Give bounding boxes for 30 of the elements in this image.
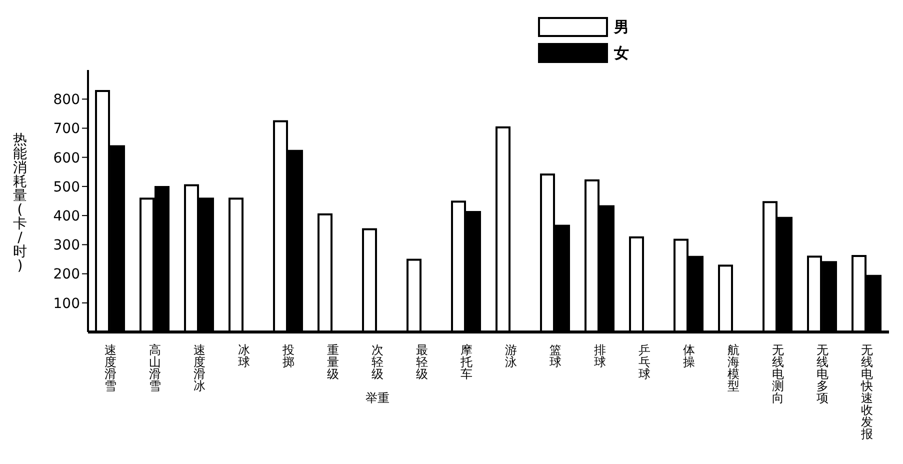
x-tick-label: 体操 — [682, 343, 695, 369]
x-tick-label: 游泳 — [504, 343, 517, 369]
x-tick-label: 排球 — [594, 343, 606, 369]
y-tick-label: 300 — [53, 238, 80, 254]
x-tick-label: 次轻级 — [371, 343, 384, 381]
x-tick-label: 速度滑雪 — [104, 343, 116, 393]
x-tick-label: 无线电多项 — [816, 343, 828, 405]
x-tick-label: 摩托车 — [459, 343, 472, 381]
text: 举重 — [365, 391, 390, 405]
x-tick-label: 航海模型 — [727, 343, 740, 393]
x-tick-label: 重量级 — [326, 343, 339, 381]
x-tick-label: 高山滑雪 — [148, 343, 161, 393]
y-tick-label: 400 — [53, 208, 80, 225]
x-tick-label: 无线电测向 — [772, 343, 784, 405]
y-tick-label: 600 — [53, 150, 80, 166]
legend-label: 女 — [614, 44, 629, 62]
x-tick-label: 无线电快速收发报 — [860, 343, 873, 441]
y-tick-label: 100 — [53, 296, 80, 312]
x-tick-label: 速度滑冰 — [193, 343, 206, 393]
y-tick-label: 500 — [53, 179, 80, 196]
x-tick-label: 冰球 — [238, 343, 250, 369]
y-tick-label: 200 — [53, 266, 80, 283]
text: 热能消耗量(卡/时) — [13, 132, 27, 274]
y-tick-label: 700 — [53, 121, 80, 138]
x-tick-label: 最轻级 — [416, 343, 428, 381]
y-tick-label: 800 — [53, 92, 80, 108]
x-tick-label: 篮球 — [549, 343, 562, 369]
x-tick-label: 乒乓球 — [638, 343, 650, 381]
legend-label: 男 — [614, 18, 629, 36]
x-tick-label: 投掷 — [281, 343, 294, 369]
